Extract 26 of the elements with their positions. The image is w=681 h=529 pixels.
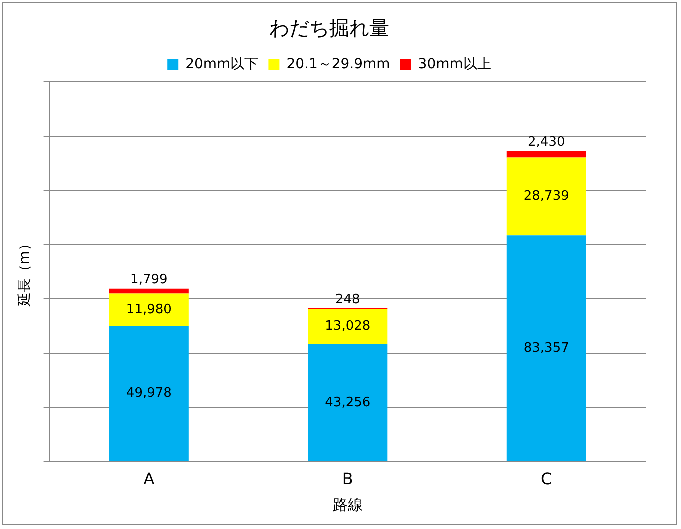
x-tick-label: C	[541, 470, 552, 489]
legend-label: 20.1～29.9mm	[286, 56, 390, 73]
x-tick-label: A	[144, 470, 155, 489]
data-label: 1,799	[130, 272, 168, 288]
bar	[308, 344, 388, 462]
legend-label: 30mm以上	[418, 56, 492, 73]
data-label: 13,028	[325, 319, 371, 334]
bar	[506, 236, 586, 462]
data-label: 83,357	[524, 340, 570, 356]
legend-label: 20mm以下	[186, 56, 259, 73]
data-label: 28,739	[524, 189, 570, 204]
chart-title: わだち掘れ量	[270, 16, 390, 40]
data-label: 11,980	[126, 302, 172, 318]
bar	[506, 151, 586, 158]
data-label: 248	[335, 292, 360, 308]
bar	[308, 309, 388, 344]
bar	[109, 288, 189, 294]
data-label: 2,430	[528, 134, 566, 150]
y-axis-title: 延長（m）	[17, 237, 34, 308]
data-label: 43,256	[325, 395, 371, 410]
x-tick-label: B	[342, 470, 354, 489]
bar	[109, 294, 189, 326]
bar	[506, 158, 586, 236]
x-axis-title: 路線	[332, 496, 363, 514]
bar	[109, 326, 189, 462]
data-label: 49,978	[126, 386, 172, 402]
